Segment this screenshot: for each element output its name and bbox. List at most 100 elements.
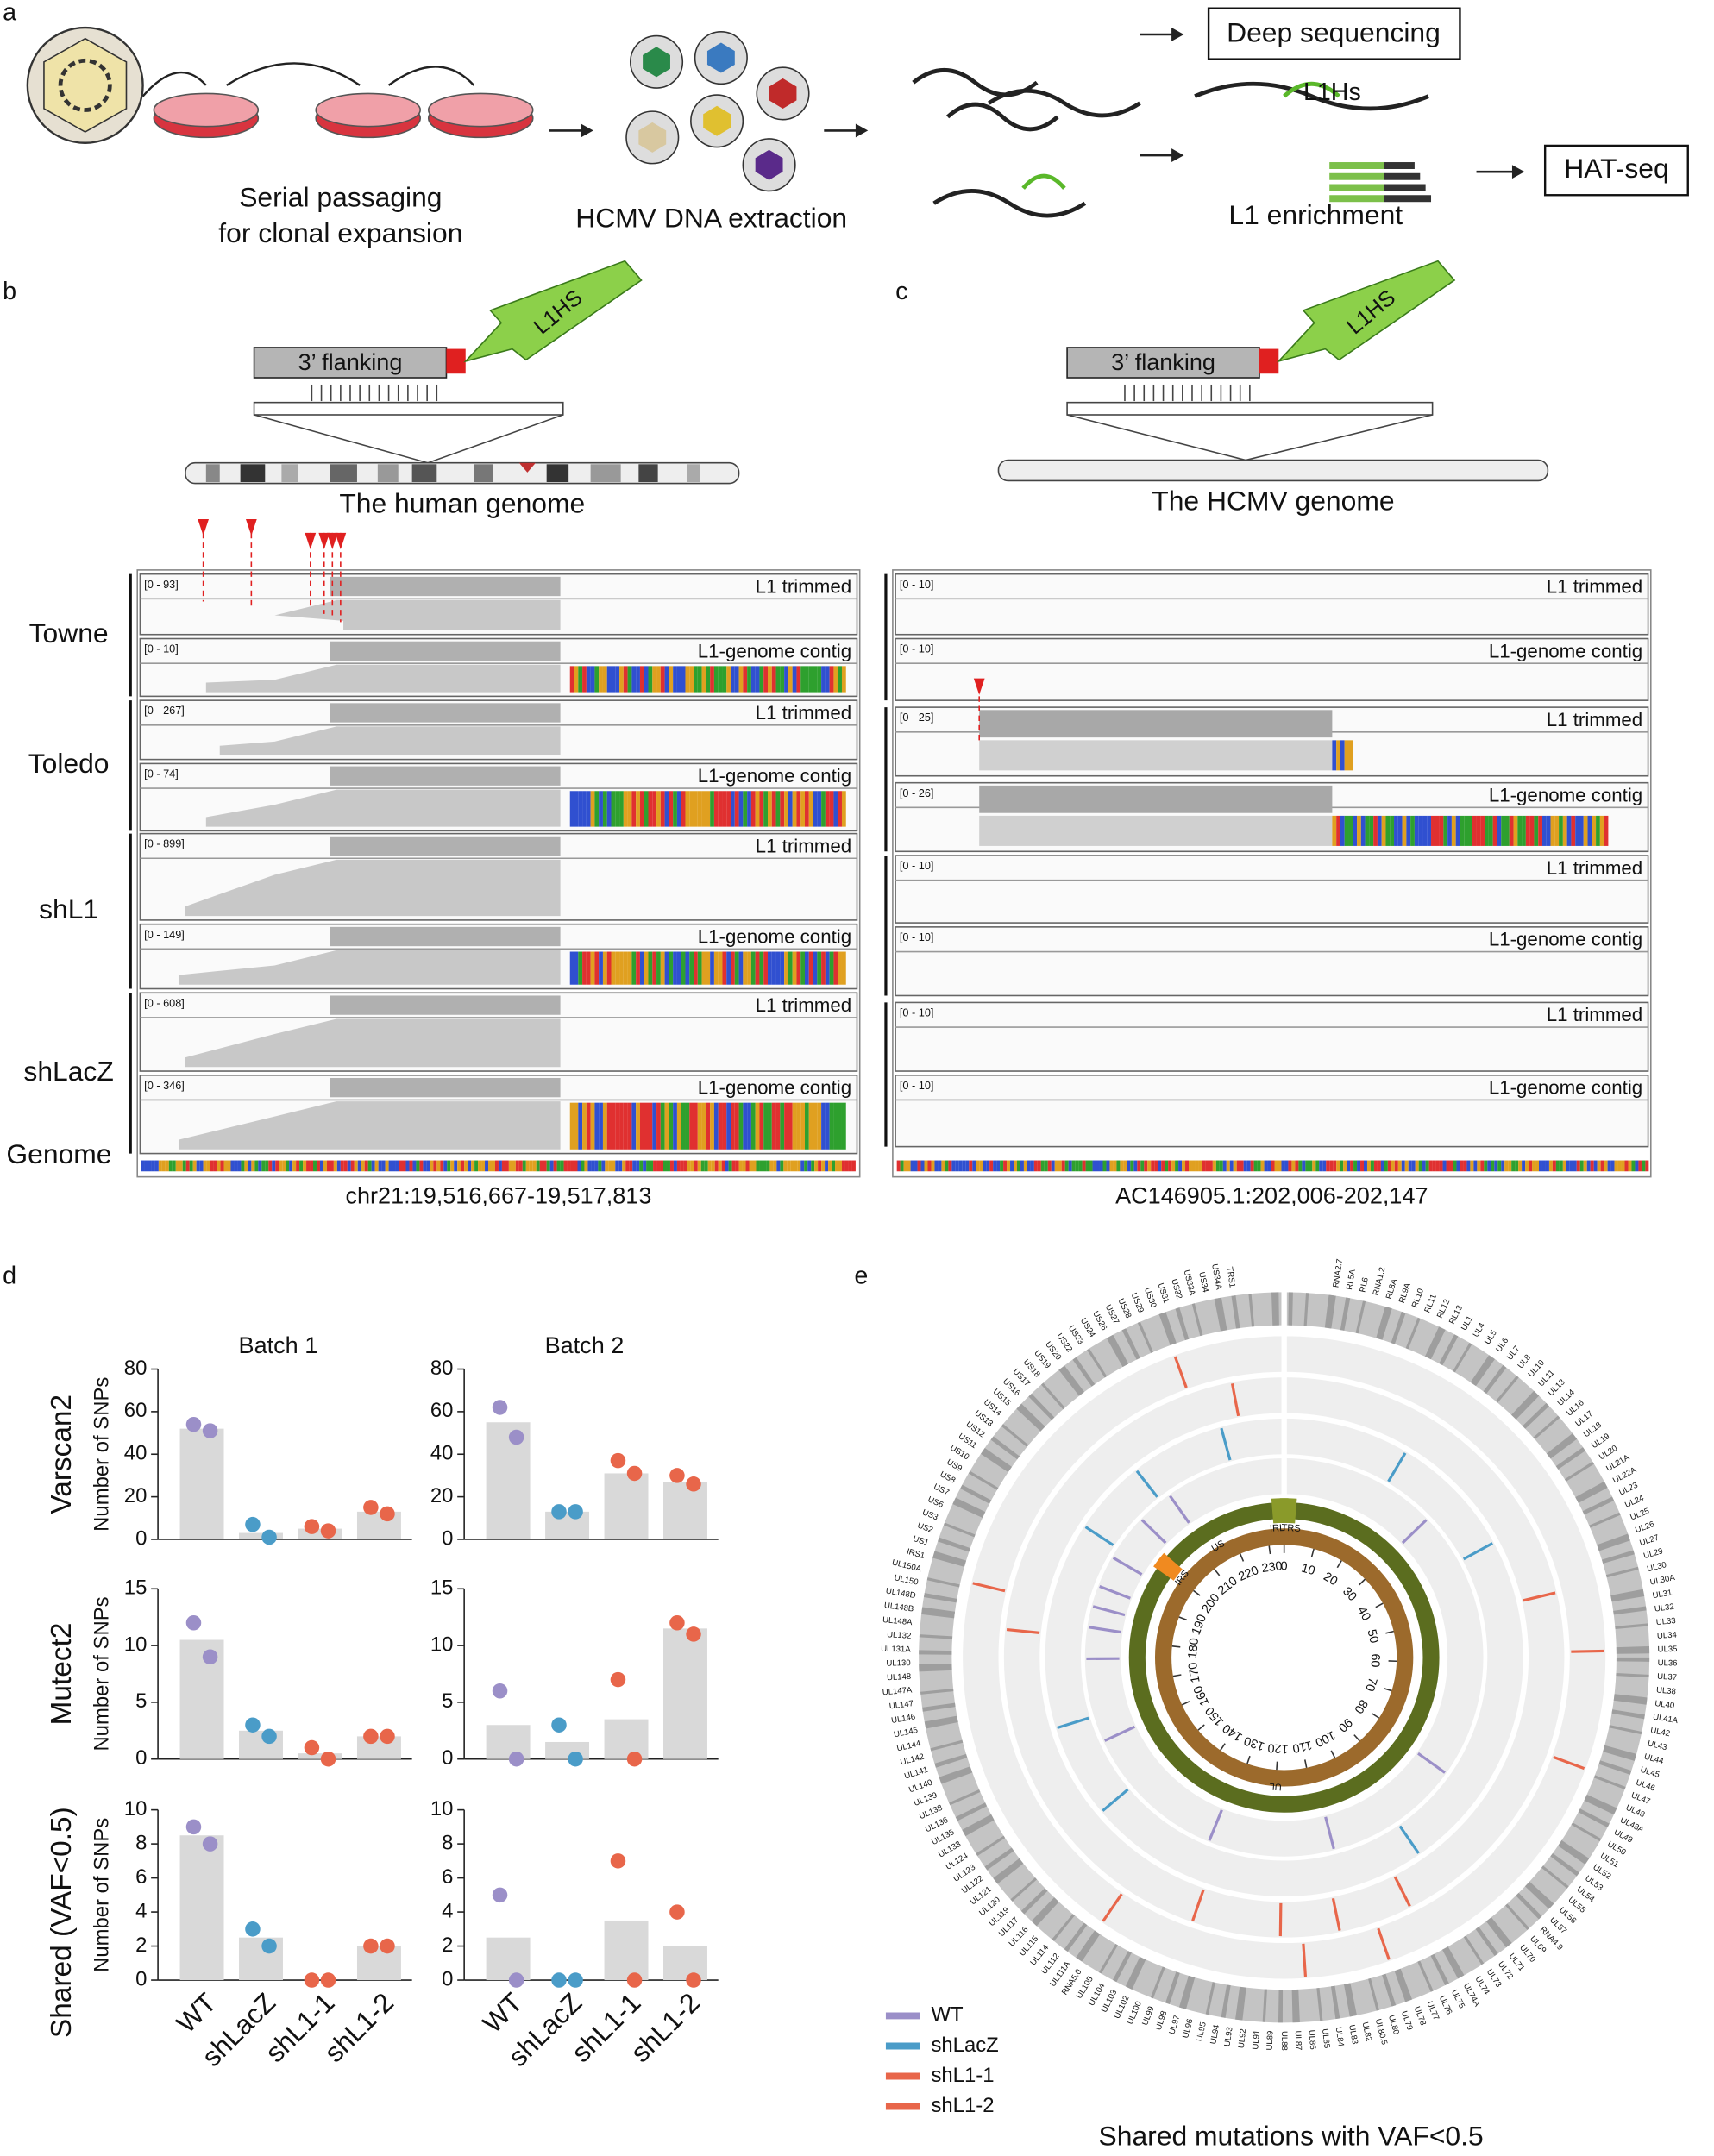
genome-base (714, 1160, 719, 1172)
bar (604, 1473, 649, 1539)
mismatch (1340, 815, 1345, 846)
genome-base (464, 1160, 468, 1172)
genome-base (532, 1160, 537, 1172)
mutation (1104, 1725, 1136, 1742)
genome-base (594, 1160, 599, 1172)
mutation (1084, 1526, 1114, 1546)
track-name: L1-genome contig (698, 1077, 851, 1099)
genome-base (454, 1160, 458, 1172)
mismatch (813, 666, 818, 693)
genome-base (1291, 1160, 1296, 1172)
mismatch (623, 1102, 628, 1150)
genome-base (794, 1160, 798, 1172)
scale-label: 210 (1215, 1575, 1240, 1598)
panel-label: a (3, 0, 16, 27)
genome-base (282, 1160, 286, 1172)
mismatch (1562, 815, 1567, 846)
y-tick-label: 6 (442, 1865, 453, 1889)
genome-base (144, 1160, 148, 1172)
mismatch (1554, 815, 1560, 846)
genome-base (673, 1160, 677, 1172)
scale-tick (1220, 1743, 1226, 1751)
mismatch (1353, 815, 1358, 846)
genome-base (248, 1160, 252, 1172)
mismatch (656, 666, 661, 693)
coverage (330, 766, 561, 786)
genome-base (1628, 1160, 1632, 1172)
gene-label: US31 (1155, 1282, 1171, 1304)
mismatch (1492, 815, 1497, 846)
genome-base (1082, 1160, 1086, 1172)
bar (356, 1946, 401, 1981)
mutation (1278, 1902, 1283, 1937)
genome-base (244, 1160, 248, 1172)
genome-base (223, 1160, 228, 1172)
mutation (1102, 1893, 1123, 1922)
gene-label: US9 (945, 1457, 964, 1474)
genome-base (168, 1160, 173, 1172)
replicate-point (568, 1972, 583, 1988)
track-name: L1-genome contig (1489, 785, 1642, 806)
genome-base (948, 1160, 952, 1172)
gene-label: UL35 (1658, 1645, 1678, 1654)
mismatch (759, 1102, 764, 1150)
mismatch (825, 666, 830, 693)
mismatch (841, 791, 846, 827)
mismatch (636, 951, 640, 985)
genome-base (457, 1160, 461, 1172)
site-arrow (335, 532, 347, 550)
genome-base (1312, 1160, 1316, 1172)
genome-base (972, 1160, 976, 1172)
mismatch (731, 666, 735, 693)
mismatch (694, 666, 698, 693)
mismatch (685, 1102, 690, 1150)
genome-base (938, 1160, 942, 1172)
mismatch (574, 951, 579, 985)
sample-label: shLacZ (23, 1056, 113, 1087)
replicate-point (304, 1519, 320, 1534)
genome-base (440, 1160, 444, 1172)
mismatch (1344, 740, 1349, 771)
genome-base (835, 1160, 839, 1172)
mismatch (669, 951, 674, 985)
y-axis-title: Number of SNPs (91, 1596, 114, 1751)
mismatch (722, 791, 727, 827)
replicate-point (261, 1938, 277, 1954)
genome-base (1030, 1160, 1034, 1172)
read (1384, 195, 1432, 203)
track (895, 573, 1649, 636)
genome-base (272, 1160, 276, 1172)
mismatch (750, 791, 756, 827)
genome-base (1387, 1160, 1391, 1172)
genome-base (1044, 1160, 1048, 1172)
genome-base (450, 1160, 455, 1172)
genome-base (605, 1160, 609, 1172)
genome-base (522, 1160, 526, 1172)
genome-base (234, 1160, 238, 1172)
junction (1259, 348, 1279, 374)
mismatch (1385, 815, 1391, 846)
region-label: IRL (1270, 1523, 1285, 1534)
mismatch (599, 951, 603, 985)
scale-tick (1193, 1589, 1201, 1596)
mismatch (718, 1102, 723, 1150)
band (638, 464, 658, 483)
genome-base (687, 1160, 691, 1172)
panel-label: d (3, 1262, 16, 1289)
genome-base (1645, 1160, 1649, 1172)
genome-base (718, 1160, 722, 1172)
mismatch (1348, 815, 1353, 846)
gene-label: UL148D (885, 1586, 916, 1601)
genome-base (1573, 1160, 1577, 1172)
mismatch (1534, 815, 1539, 846)
genome-base (721, 1160, 725, 1172)
replicate-point (380, 1938, 395, 1954)
genome-base (189, 1160, 193, 1172)
genome-base (725, 1160, 729, 1172)
mutation (1523, 1591, 1556, 1602)
replicate-point (245, 1921, 261, 1937)
gene-label: UL44 (1643, 1752, 1666, 1767)
mismatch (669, 666, 674, 693)
replicate-point (202, 1836, 218, 1852)
bar (604, 1920, 649, 1981)
